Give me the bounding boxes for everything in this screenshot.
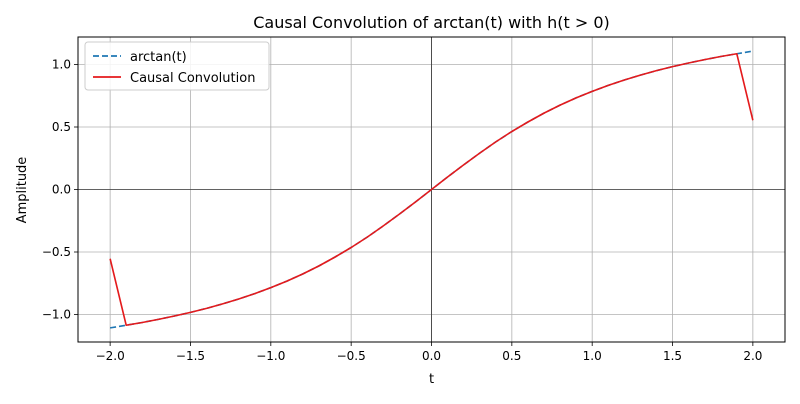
- legend-label-arctan: arctan(t): [130, 50, 187, 65]
- series-layer: [109, 50, 754, 329]
- y-tick-label: 1.0: [52, 58, 71, 72]
- legend-box: [84, 41, 270, 91]
- x-axis-label: t: [429, 372, 434, 387]
- x-tick-label: 1.0: [583, 349, 602, 363]
- x-tick-label: 0.0: [422, 349, 441, 363]
- chart-title: Causal Convolution of arctan(t) with h(t…: [253, 13, 610, 32]
- x-tick-label: −1.5: [176, 349, 205, 363]
- ticks: −2.0 −1.5 −1.0 −0.5 0.0 0.5 1.0 1.5 2.0 −1.0 −0.5 0…: [42, 58, 763, 364]
- y-axis-label: Amplitude: [15, 157, 30, 224]
- x-tick-label: 2.0: [743, 349, 762, 363]
- x-tick-label: 1.5: [663, 349, 682, 363]
- x-tick-label: −1.0: [256, 349, 285, 363]
- legend-label-causal-convolution: Causal Convolution: [130, 71, 255, 86]
- x-tick-label: −0.5: [337, 349, 366, 363]
- x-tick-label: 0.5: [502, 349, 521, 363]
- y-tick-label: 0.0: [52, 183, 71, 197]
- series-line-causal-convolution: [109, 52, 754, 327]
- x-tick-label: −2.0: [96, 349, 125, 363]
- y-tick-label: 0.5: [52, 120, 71, 134]
- y-tick-label: −0.5: [42, 245, 71, 259]
- legend: arctan(t) Causal Convolution: [84, 41, 270, 91]
- y-tick-label: −1.0: [42, 308, 71, 322]
